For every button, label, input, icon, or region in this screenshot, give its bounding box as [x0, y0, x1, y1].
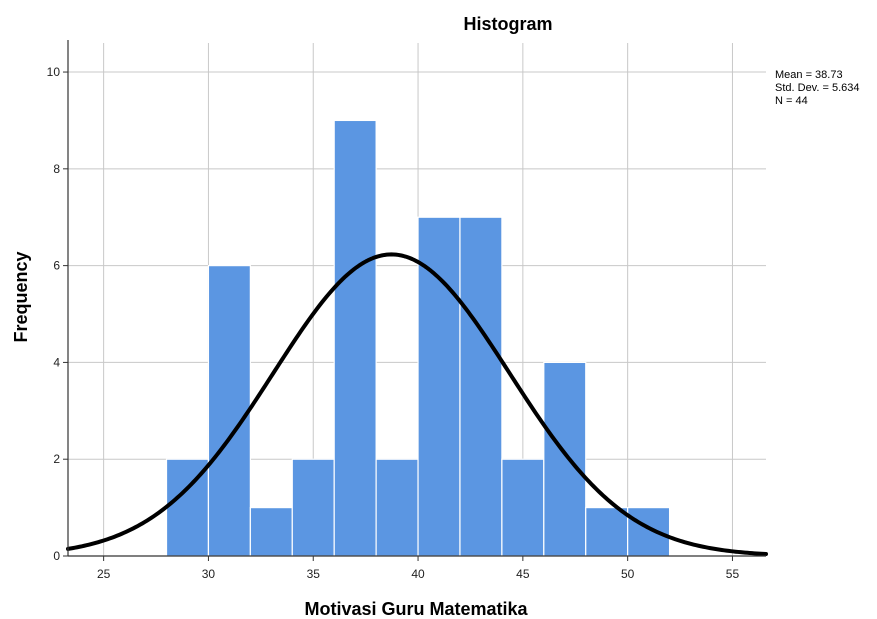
- y-tick-labels: 0 2 4 6 8 10: [47, 65, 61, 563]
- histogram-bar: [375, 458, 419, 557]
- stats-box: Mean = 38.73 Std. Dev. = 5.634 N = 44: [775, 69, 860, 107]
- x-tick-label: 25: [97, 567, 111, 581]
- y-tick-label: 10: [47, 65, 61, 79]
- chart-title: Histogram: [463, 14, 552, 34]
- histogram-bar: [585, 507, 629, 557]
- y-tick-label: 2: [53, 452, 60, 466]
- y-tick-label: 6: [53, 259, 60, 273]
- histogram-bar: [291, 458, 335, 557]
- normal-curve: [66, 252, 768, 557]
- grid-lines: [68, 43, 766, 556]
- histogram-bars: [165, 119, 671, 557]
- histogram-bar: [417, 216, 461, 557]
- histogram-bar: [207, 265, 251, 557]
- x-axis-label: Motivasi Guru Matematika: [304, 599, 528, 619]
- y-tick-label: 8: [53, 162, 60, 176]
- x-tick-label: 55: [726, 567, 740, 581]
- histogram-bar: [459, 216, 503, 557]
- y-tick-label: 4: [53, 355, 60, 369]
- stats-n: N = 44: [775, 95, 808, 107]
- x-tick-label: 45: [516, 567, 530, 581]
- histogram-bar: [627, 507, 671, 557]
- histogram-bar: [543, 361, 587, 557]
- histogram-bar: [333, 119, 377, 557]
- x-tick-label: 35: [307, 567, 321, 581]
- axes: [63, 40, 766, 561]
- x-tick-label: 40: [411, 567, 425, 581]
- stats-mean: Mean = 38.73: [775, 69, 843, 81]
- stats-std-dev: Std. Dev. = 5.634: [775, 82, 860, 94]
- y-tick-label: 0: [53, 549, 60, 563]
- x-tick-labels: 25 30 35 40 45 50 55: [97, 567, 740, 581]
- x-tick-label: 30: [202, 567, 216, 581]
- histogram-bar: [501, 458, 545, 557]
- y-axis-label: Frequency: [11, 251, 31, 342]
- x-tick-label: 50: [621, 567, 635, 581]
- histogram-bar: [249, 507, 293, 557]
